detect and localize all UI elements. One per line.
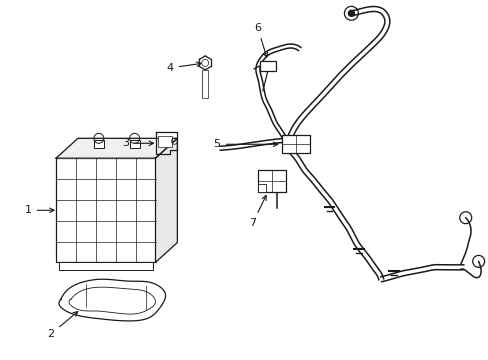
Polygon shape [155, 138, 177, 262]
Bar [158, 136, 172, 147]
Circle shape [347, 10, 354, 16]
Text: 5: 5 [213, 139, 277, 149]
Text: 4: 4 [166, 62, 201, 73]
Bar [257, 170, 285, 192]
Bar [59, 262, 152, 270]
Bar [257, 184, 265, 192]
Bar [281, 135, 309, 153]
Text: 7: 7 [249, 195, 265, 228]
Bar [202, 70, 208, 98]
Bar [260, 61, 275, 71]
Bar [94, 140, 103, 148]
Bar [129, 140, 139, 148]
Bar [56, 158, 155, 262]
Text: 6: 6 [254, 23, 267, 57]
Polygon shape [56, 138, 177, 158]
Text: 3: 3 [122, 138, 153, 148]
Text: 2: 2 [47, 311, 78, 339]
Text: 1: 1 [25, 205, 54, 215]
